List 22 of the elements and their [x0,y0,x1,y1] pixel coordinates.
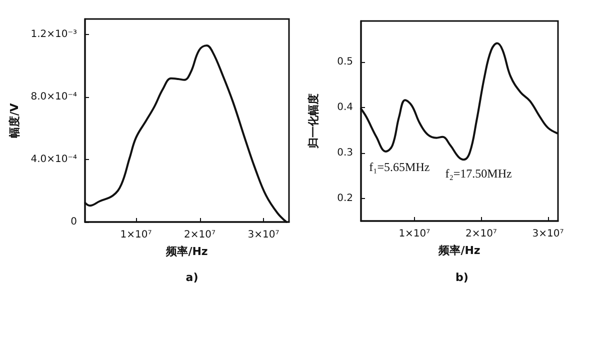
x-axis-title: 频率/Hz [165,245,208,258]
annotation: f₂=17.50MHz [445,166,512,181]
x-tick-label: 3×10⁷ [532,228,564,240]
x-tick-label: 1×10⁷ [398,228,430,240]
y-tick-label: 1.2×10⁻³ [30,29,77,40]
y-axis-title: 幅度/V [8,102,21,138]
x-tick-label: 3×10⁷ [248,230,280,240]
y-tick-label: 0.2 [337,192,353,204]
y-tick-label: 4.0×10⁻⁴ [30,154,77,166]
y-tick-label: 0.3 [337,147,353,158]
y-tick-label: 0.5 [337,56,353,68]
y-tick-label: 8.0×10⁻⁴ [30,92,77,103]
annotation: f₁=5.65MHz [369,160,430,174]
x-axis-title: 频率/Hz [438,244,480,257]
x-tick-label: 2×10⁷ [465,228,497,240]
x-tick-label: 2×10⁷ [184,230,216,240]
x-tick-label: 1×10⁷ [120,230,152,240]
text: b) [456,271,468,284]
y-tick-label: 0 [70,216,77,228]
text: a) [186,271,198,284]
y-tick-label: 0.4 [337,102,353,113]
y-axis-title: 归一化幅度 [307,94,320,150]
